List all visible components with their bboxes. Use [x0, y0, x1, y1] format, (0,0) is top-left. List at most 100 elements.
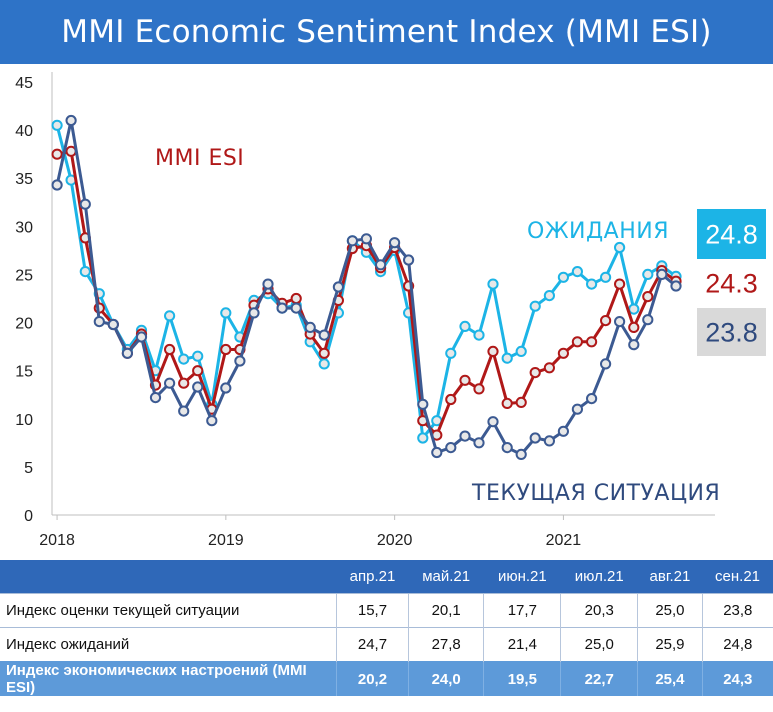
data-point — [178, 353, 190, 365]
series-annotation: ОЖИДАНИЯ — [527, 219, 669, 244]
x-tick-label: 2019 — [208, 532, 244, 549]
series-line — [55, 119, 678, 456]
series-line — [55, 123, 678, 440]
data-point — [206, 415, 218, 427]
row-label: Индекс ожиданий — [0, 627, 337, 662]
data-point — [670, 280, 682, 292]
series-2 — [51, 145, 682, 441]
table-cell: 15,7 — [336, 593, 409, 628]
table-cell: 24,0 — [407, 661, 484, 696]
data-point — [515, 345, 527, 357]
data-point — [445, 442, 457, 454]
data-point — [557, 271, 570, 283]
table-cell: 20,1 — [407, 593, 484, 628]
y-tick-label: 45 — [15, 75, 33, 92]
table-cell: 23,8 — [701, 593, 773, 628]
data-point — [628, 303, 640, 315]
series-3 — [51, 114, 682, 460]
data-point — [445, 347, 457, 359]
data-point — [121, 347, 134, 359]
table-row: Индекс оценки текущей ситуации 15,7 20,1… — [0, 593, 773, 628]
data-point — [543, 290, 556, 302]
series-annotation: ТЕКУЩАЯ СИТУАЦИЯ — [471, 481, 720, 506]
table-corner — [0, 560, 337, 594]
data-point — [276, 302, 288, 314]
series-line — [55, 149, 678, 437]
chart-title: MMI Economic Sentiment Index (MMI ESI) — [0, 0, 773, 64]
data-point — [600, 315, 612, 327]
data-point — [642, 291, 654, 303]
row-label: Индекс экономических настроений (MMI ESI… — [0, 661, 337, 696]
data-point — [79, 266, 91, 278]
data-point — [192, 350, 204, 362]
data-point — [642, 268, 654, 280]
table-cell: 25,9 — [637, 627, 703, 662]
data-point — [51, 119, 63, 131]
data-point — [135, 331, 148, 343]
data-point — [600, 358, 612, 370]
data-point — [403, 254, 415, 266]
data-point — [515, 396, 527, 408]
table-header-row: апр.21 май.21 июн.21 июл.21 авг.21 сен.2… — [0, 560, 773, 594]
data-point — [571, 403, 584, 415]
data-point — [487, 345, 499, 357]
table-cell: 20,3 — [560, 593, 638, 628]
data-point — [262, 278, 274, 290]
data-point — [614, 278, 626, 290]
chart-series — [51, 114, 682, 460]
month-header: апр.21 — [336, 560, 409, 594]
table-cell: 27,8 — [407, 627, 484, 662]
data-point — [571, 336, 584, 348]
row-label: Индекс оценки текущей ситуации — [0, 593, 337, 628]
table-cell: 25,0 — [637, 593, 703, 628]
data-point — [51, 179, 63, 191]
y-tick-label: 30 — [15, 219, 33, 236]
data-point — [642, 314, 654, 326]
data-point — [628, 321, 640, 333]
y-tick-label: 25 — [15, 267, 33, 284]
table-cell: 17,7 — [483, 593, 561, 628]
data-point — [473, 437, 485, 449]
data-point — [656, 268, 668, 280]
data-point — [459, 374, 471, 386]
data-point — [487, 416, 499, 428]
data-point — [375, 259, 387, 271]
data-point — [628, 339, 640, 351]
line-chart: 0 5 10 15 20 25 30 35 40 45 2018 2019 2020 2021 MMI E… — [15, 72, 766, 549]
y-tick-label: 40 — [15, 123, 33, 140]
data-point — [318, 347, 330, 359]
end-value-box — [697, 261, 766, 305]
table-cell: 24,7 — [336, 627, 409, 662]
table-cell: 19,5 — [483, 661, 561, 696]
data-point — [65, 114, 77, 127]
data-point — [417, 398, 429, 410]
data-point — [586, 336, 598, 348]
data-point — [149, 392, 162, 404]
data-point — [192, 381, 204, 393]
data-point — [487, 278, 499, 290]
data-point — [178, 405, 190, 417]
month-header: авг.21 — [637, 560, 703, 594]
data-point — [501, 442, 513, 454]
end-value-label: 24.8 — [705, 220, 758, 250]
data-point — [290, 292, 302, 305]
data-point — [543, 362, 556, 374]
table-row-total: Индекс экономических настроений (MMI ESI… — [0, 661, 773, 696]
data-point — [290, 302, 302, 314]
data-point — [318, 329, 330, 341]
data-point — [164, 343, 176, 356]
data-point — [473, 329, 485, 341]
data-point — [586, 393, 598, 405]
data-point — [571, 266, 584, 278]
x-tick-label: 2021 — [546, 532, 582, 549]
x-tick-label: 2018 — [39, 532, 75, 549]
data-point — [79, 198, 91, 210]
data-point — [220, 382, 232, 394]
data-point — [234, 355, 246, 367]
y-tick-label: 15 — [15, 364, 33, 381]
data-point — [459, 320, 471, 332]
y-tick-label: 35 — [15, 171, 33, 188]
end-value-box — [697, 308, 766, 356]
series-annotation: MMI ESI — [155, 146, 244, 171]
x-tick-label: 2020 — [377, 532, 413, 549]
